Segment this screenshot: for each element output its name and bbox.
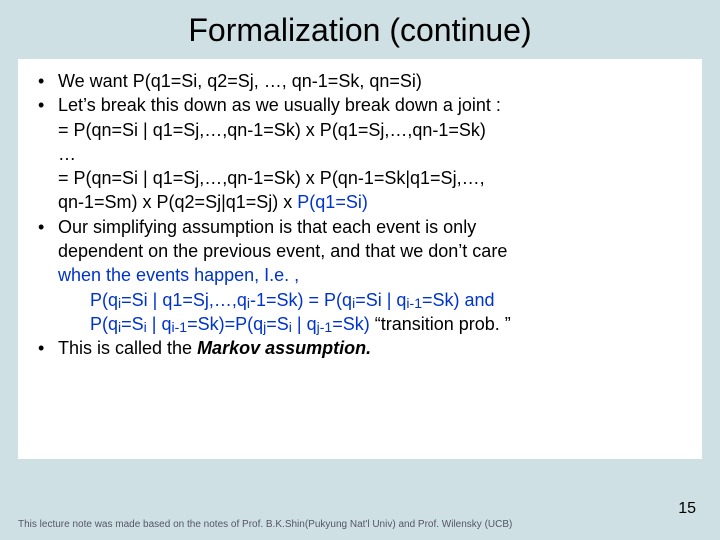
slide-title: Formalization (continue) [0, 0, 720, 59]
bullet-2-line-3a: = P(qn=Si | q1=Sj,…,qn-1=Sk) x P(qn-1=Sk… [32, 166, 688, 190]
eq1-p2b: -1=Sk) = P(q [250, 290, 352, 310]
b2-l3b-blue: P(q1=Si) [297, 192, 368, 212]
eq2-p3: | q [147, 314, 172, 334]
eq2-i1: i [118, 319, 121, 335]
eq2-i6: j-1 [317, 319, 333, 335]
eq2-i3: i-1 [172, 319, 188, 335]
eq1-i3: i [352, 295, 355, 311]
bullet-3-l3: when the events happen, I.e. , [32, 263, 688, 287]
footer-note: This lecture note was made based on the … [18, 519, 512, 530]
bullet-1-text: We want P(q1=Si, q2=Sj, …, qn-1=Sk, qn=S… [58, 71, 422, 91]
eq2-i5: i [289, 319, 292, 335]
eq2-quote: “transition prob. ” [375, 314, 511, 334]
bullet-4-pre: This is called the [58, 338, 197, 358]
eq2-p6: | q [292, 314, 317, 334]
eq2-p5: =S [266, 314, 289, 334]
eq1-p4: =Sk) and [422, 290, 495, 310]
bullet-2-text: Let’s break this down as we usually brea… [58, 95, 501, 115]
bullet-list-2: Our simplifying assumption is that each … [32, 215, 688, 239]
bullet-2: Let’s break this down as we usually brea… [32, 93, 688, 117]
eq1-i1: i [118, 295, 121, 311]
bullet-3-eq1: P(qi=Si | q1=Sj,…,qi-1=Sk) = P(qi=Si | q… [32, 288, 688, 312]
content-box: We want P(q1=Si, q2=Sj, …, qn-1=Sk, qn=S… [18, 59, 702, 459]
bullet-2-line-2: … [32, 142, 688, 166]
bullet-list-3: This is called the Markov assumption. [32, 336, 688, 360]
eq1-p1: P(q [90, 290, 118, 310]
b2-l3b-pre: qn-1=Sm) x P(q2=Sj|q1=Sj) x [58, 192, 297, 212]
eq1-p2: =Si | q1=Sj,…,q [121, 290, 247, 310]
bullet-3-eq2: P(qi=Si | qi-1=Sk)=P(qj=Si | qj-1=Sk) “t… [32, 312, 688, 336]
eq2-i4: j [263, 319, 266, 335]
eq1-p3: =Si | q [355, 290, 406, 310]
bullet-3-l1: Our simplifying assumption is that each … [58, 217, 476, 237]
bullet-3-l2: dependent on the previous event, and tha… [32, 239, 688, 263]
bullet-4: This is called the Markov assumption. [32, 336, 688, 360]
eq2-p1: P(q [90, 314, 118, 334]
bullet-list: We want P(q1=Si, q2=Sj, …, qn-1=Sk, qn=S… [32, 69, 688, 118]
eq2-p2: =S [121, 314, 144, 334]
eq2-p7: =Sk) [332, 314, 375, 334]
bullet-3: Our simplifying assumption is that each … [32, 215, 688, 239]
eq2-i2: i [144, 319, 147, 335]
eq1-i4: i-1 [406, 295, 422, 311]
eq1-i2: i [247, 295, 250, 311]
page-number: 15 [678, 500, 696, 518]
bullet-4-em: Markov assumption. [197, 338, 371, 358]
bullet-1: We want P(q1=Si, q2=Sj, …, qn-1=Sk, qn=S… [32, 69, 688, 93]
eq2-p4: =Sk)=P(q [187, 314, 263, 334]
bullet-2-line-1: = P(qn=Si | q1=Sj,…,qn-1=Sk) x P(q1=Sj,…… [32, 118, 688, 142]
slide: Formalization (continue) We want P(q1=Si… [0, 0, 720, 540]
bullet-2-line-3b: qn-1=Sm) x P(q2=Sj|q1=Sj) x P(q1=Si) [32, 190, 688, 214]
